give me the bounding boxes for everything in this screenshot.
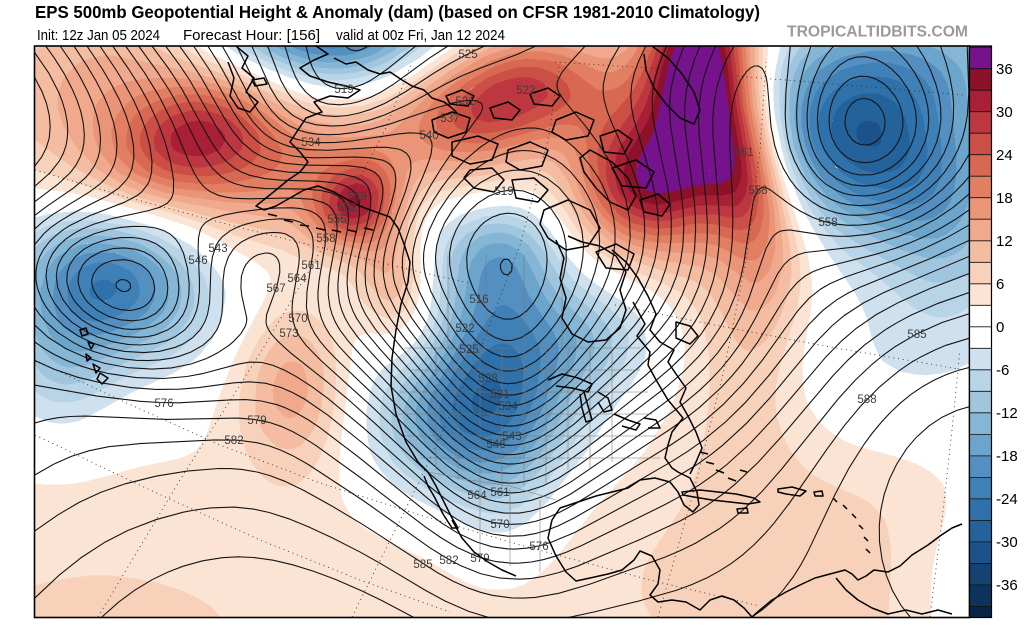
svg-text:-30: -30 — [996, 534, 1018, 551]
svg-text:528: 528 — [478, 373, 497, 385]
svg-text:564: 564 — [467, 490, 487, 502]
svg-text:36: 36 — [996, 61, 1013, 78]
svg-text:0: 0 — [996, 319, 1004, 336]
svg-text:543: 543 — [208, 243, 227, 255]
svg-text:579: 579 — [470, 553, 489, 565]
svg-text:585: 585 — [413, 559, 432, 571]
svg-text:534: 534 — [498, 401, 518, 413]
svg-text:24: 24 — [996, 147, 1013, 164]
svg-text:EPS 500mb Geopotential Height: EPS 500mb Geopotential Height & Anomaly … — [35, 2, 760, 22]
svg-text:558: 558 — [748, 185, 767, 197]
svg-text:12: 12 — [996, 233, 1013, 250]
svg-text:567: 567 — [266, 283, 285, 295]
svg-text:582: 582 — [439, 555, 458, 567]
svg-text:555: 555 — [327, 214, 346, 226]
svg-text:537: 537 — [440, 113, 459, 125]
svg-text:570: 570 — [490, 519, 509, 531]
svg-text:519: 519 — [334, 84, 353, 96]
svg-text:549: 549 — [347, 191, 366, 203]
svg-text:576: 576 — [529, 541, 548, 553]
svg-text:561: 561 — [490, 487, 509, 499]
svg-text:543: 543 — [502, 431, 521, 443]
svg-text:534: 534 — [301, 137, 321, 149]
svg-text:564: 564 — [287, 273, 307, 285]
svg-text:522: 522 — [516, 85, 535, 97]
svg-text:6: 6 — [996, 276, 1004, 293]
svg-text:531: 531 — [490, 389, 509, 401]
svg-text:18: 18 — [996, 190, 1013, 207]
svg-text:-18: -18 — [996, 448, 1018, 465]
svg-text:TROPICALTIDBITS.COM: TROPICALTIDBITS.COM — [787, 24, 968, 41]
svg-text:-36: -36 — [996, 577, 1018, 594]
svg-text:558: 558 — [818, 217, 837, 229]
svg-text:519: 519 — [494, 186, 513, 198]
svg-text:558: 558 — [316, 233, 335, 245]
svg-text:30: 30 — [996, 104, 1013, 121]
svg-text:579: 579 — [247, 415, 266, 427]
svg-text:561: 561 — [301, 260, 320, 272]
svg-text:516: 516 — [469, 294, 488, 306]
svg-text:570: 570 — [288, 313, 307, 325]
svg-text:552: 552 — [337, 202, 356, 214]
svg-text:573: 573 — [279, 328, 298, 340]
svg-text:525: 525 — [459, 344, 478, 356]
svg-text:540: 540 — [419, 130, 438, 142]
svg-text:588: 588 — [857, 394, 876, 406]
svg-text:576: 576 — [154, 398, 173, 410]
svg-text:561: 561 — [734, 147, 753, 159]
svg-text:546: 546 — [188, 255, 207, 267]
svg-text:525: 525 — [458, 49, 477, 61]
svg-text:531: 531 — [455, 96, 474, 108]
svg-text:585: 585 — [907, 329, 926, 341]
svg-text:-6: -6 — [996, 362, 1009, 379]
svg-text:-12: -12 — [996, 405, 1018, 422]
svg-text:582: 582 — [224, 435, 243, 447]
svg-text:546: 546 — [486, 439, 505, 451]
svg-text:522: 522 — [455, 323, 474, 335]
svg-text:-24: -24 — [996, 491, 1018, 508]
